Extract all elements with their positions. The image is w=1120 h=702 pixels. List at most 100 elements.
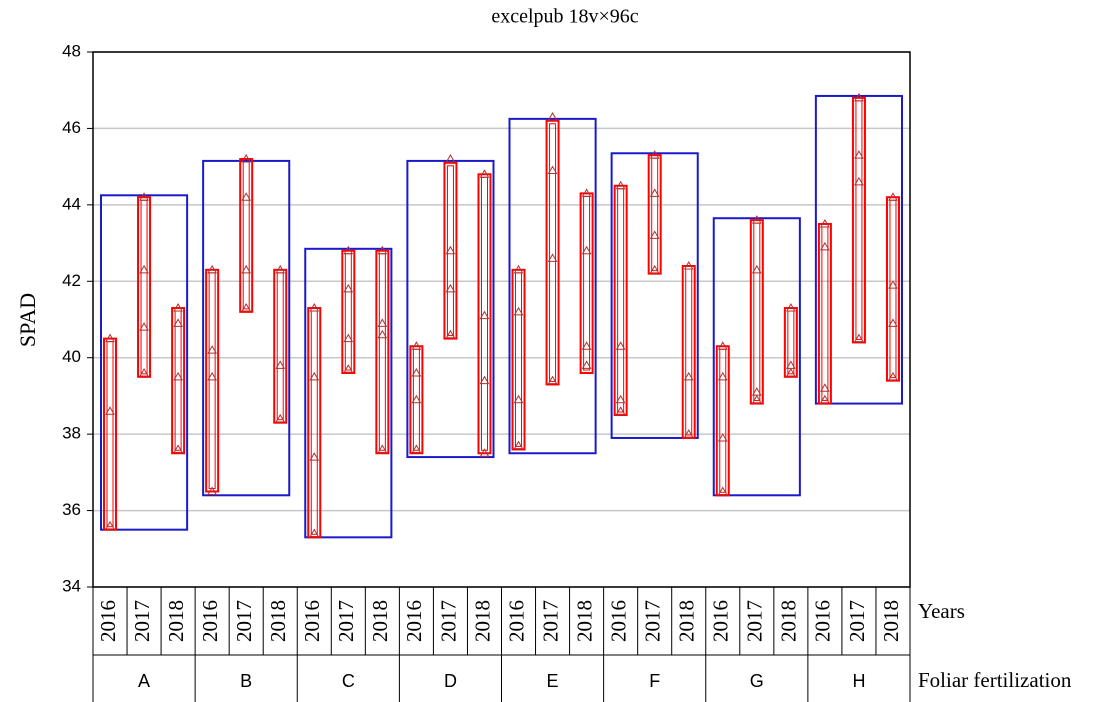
data-point <box>207 486 218 495</box>
year-range-inner <box>276 272 284 421</box>
data-point <box>683 429 694 438</box>
year-range-box <box>205 268 220 493</box>
year-range-box <box>681 265 696 439</box>
year-range-inner <box>446 165 454 337</box>
data-point <box>581 245 592 255</box>
data-point <box>241 192 252 201</box>
year-range-inner <box>515 272 523 447</box>
data-point <box>241 264 252 274</box>
year-range-inner <box>378 253 386 451</box>
group-range-box <box>406 159 495 459</box>
chart-title: excelpub 18v×96c <box>491 6 638 28</box>
data-point <box>377 444 388 453</box>
year-range-inner <box>242 161 250 310</box>
year-label: 2018 <box>777 600 801 642</box>
data-point <box>309 303 320 312</box>
data-point <box>888 280 898 289</box>
data-point <box>411 341 422 350</box>
x-level-label: Years <box>918 599 965 623</box>
data-point <box>343 245 354 255</box>
data-point <box>785 303 796 312</box>
data-point <box>479 169 490 178</box>
group-label: G <box>750 671 764 691</box>
data-point <box>241 303 252 312</box>
group-range-box <box>508 117 597 455</box>
year-range-box <box>647 154 662 275</box>
data-point <box>343 283 354 293</box>
year-range-box <box>545 119 560 386</box>
data-point <box>785 367 796 377</box>
data-point <box>105 406 115 415</box>
data-point <box>547 111 558 121</box>
data-point <box>683 260 694 270</box>
data-point <box>309 528 320 537</box>
year-range-inner <box>208 272 216 489</box>
year-label: 2017 <box>845 600 869 642</box>
data-point <box>615 406 626 415</box>
data-point <box>445 283 456 293</box>
year-label: 2018 <box>675 600 699 642</box>
year-range-box <box>477 173 492 455</box>
data-point <box>479 448 490 457</box>
data-point <box>445 153 456 163</box>
group-label: B <box>240 671 252 691</box>
group-label: D <box>444 671 457 691</box>
x-level-label: Foliar fertilization <box>918 668 1072 692</box>
data-point <box>207 371 218 381</box>
data-point <box>241 153 252 163</box>
data-point <box>854 150 864 159</box>
data-point <box>513 264 524 274</box>
data-point <box>343 364 354 373</box>
year-range-inner <box>549 123 557 382</box>
data-point <box>173 303 183 312</box>
year-range-inner <box>821 226 829 402</box>
year-label: 2018 <box>470 600 494 642</box>
y-tick-label: 38 <box>62 424 81 443</box>
plot-frame <box>92 51 911 588</box>
year-label: 2016 <box>811 600 835 642</box>
year-range-box <box>341 249 356 374</box>
data-point <box>275 264 286 274</box>
year-range-box <box>715 345 730 497</box>
group-range-box <box>304 247 393 539</box>
data-point <box>105 333 115 343</box>
year-range-inner <box>583 195 591 371</box>
year-range-box <box>851 96 866 344</box>
data-point <box>820 218 830 228</box>
y-tick-label: 44 <box>62 194 81 213</box>
group-label: A <box>138 671 150 691</box>
year-label: 2018 <box>266 600 290 642</box>
year-range-box <box>783 307 798 378</box>
data-point <box>275 360 286 369</box>
data-point <box>105 520 115 530</box>
data-point <box>751 215 762 224</box>
group-label: H <box>852 671 865 691</box>
year-range-inner <box>719 348 727 493</box>
data-point <box>717 371 728 381</box>
data-point <box>207 345 218 354</box>
year-range-box <box>273 268 288 424</box>
data-point <box>683 371 694 381</box>
group-range-box <box>100 194 189 531</box>
year-range-inner <box>855 100 863 340</box>
year-range-box <box>579 192 594 374</box>
year-range-inner <box>480 176 488 451</box>
data-point <box>377 245 388 255</box>
data-point <box>581 360 592 369</box>
year-label: 2017 <box>232 600 256 642</box>
data-point <box>139 367 149 377</box>
data-point <box>888 192 898 201</box>
year-range-inner <box>651 157 659 272</box>
group-range-box <box>712 217 801 497</box>
data-point <box>649 188 660 197</box>
group-label: C <box>342 671 355 691</box>
data-point <box>820 394 830 404</box>
group-range-box <box>814 94 903 405</box>
data-point <box>854 333 864 343</box>
data-point <box>411 444 422 453</box>
data-point <box>207 264 218 274</box>
y-tick-label: 36 <box>62 500 81 519</box>
data-point <box>615 394 626 404</box>
